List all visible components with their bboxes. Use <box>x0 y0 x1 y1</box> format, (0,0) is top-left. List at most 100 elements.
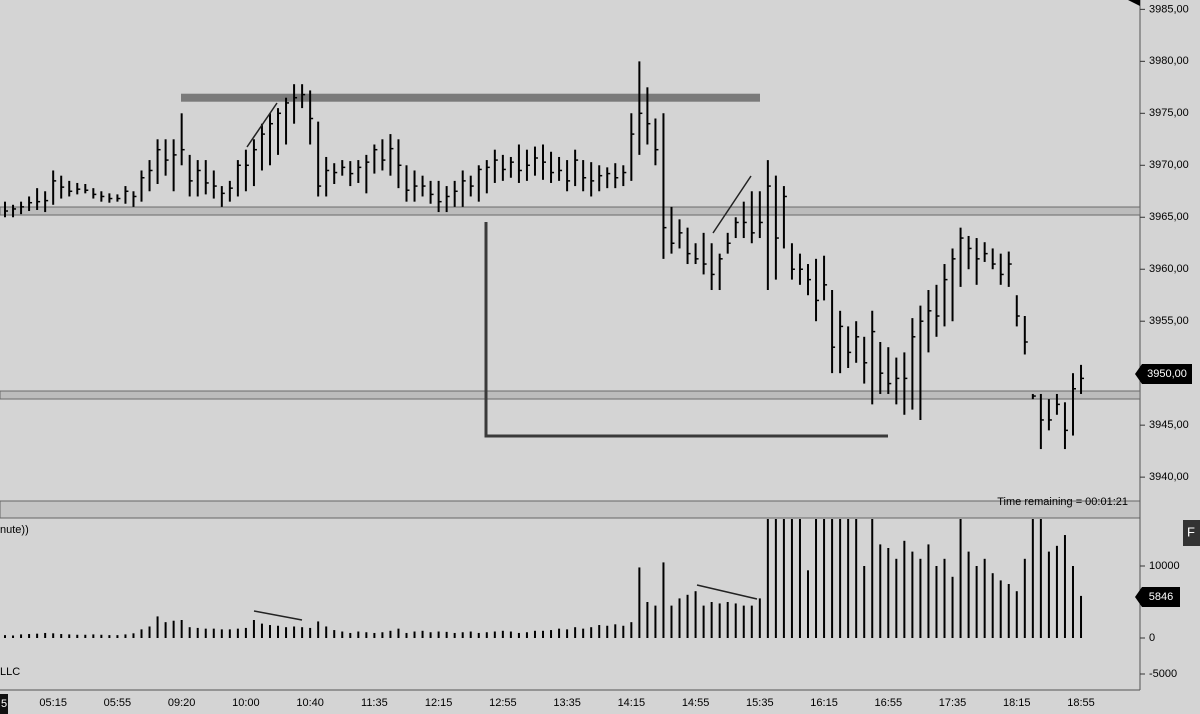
edge-time-box <box>0 694 8 714</box>
x-tick-label: 12:55 <box>489 697 517 709</box>
volume-bar <box>582 628 585 639</box>
volume-bar <box>718 603 721 639</box>
y-tick-label: 3975,00 <box>1149 107 1189 119</box>
volume-bar <box>879 544 882 639</box>
x-tick-label: 10:40 <box>296 697 324 709</box>
volume-bar <box>871 519 874 639</box>
volume-bar <box>670 605 673 639</box>
volume-bar <box>92 634 95 639</box>
volume-bar <box>533 630 536 639</box>
volume-bar <box>132 633 135 639</box>
volume-bar <box>301 627 304 639</box>
volume-bar <box>76 634 79 639</box>
volume-bar <box>999 580 1002 639</box>
volume-bar <box>28 634 31 639</box>
volume-bar <box>148 626 151 639</box>
volume-bar <box>84 634 87 639</box>
price-panel <box>0 61 1140 450</box>
volume-bar <box>1007 584 1010 639</box>
volume-bar <box>951 576 954 639</box>
volume-bar <box>389 630 392 639</box>
volume-bar <box>927 544 930 639</box>
panel-separator <box>0 500 1141 519</box>
volume-bar <box>1039 519 1042 639</box>
volume-bar <box>798 519 801 639</box>
volume-bar <box>1023 558 1026 639</box>
volume-bar <box>461 632 464 639</box>
volume-bar <box>710 602 713 639</box>
volume-bar <box>959 519 962 639</box>
volume-bar <box>413 631 416 639</box>
volume-bar <box>831 519 834 639</box>
volume-bar <box>277 625 280 639</box>
volume-bar <box>212 628 215 639</box>
volume-bar <box>742 605 745 639</box>
x-tick-label: 13:35 <box>553 697 581 709</box>
volume-bar <box>550 630 553 639</box>
volume-bar <box>790 519 793 639</box>
volume-bar <box>734 603 737 639</box>
volume-bar <box>357 631 360 639</box>
volume-bar <box>895 558 898 639</box>
volume-bar <box>437 631 440 639</box>
volume-bar <box>445 631 448 639</box>
footer-label: LLC <box>0 666 20 678</box>
volume-bar <box>638 567 641 639</box>
volume-bar <box>180 620 183 639</box>
volume-bar <box>694 591 697 639</box>
volume-y-tick-label: 0 <box>1149 632 1155 644</box>
volume-bar <box>630 622 633 639</box>
support-level <box>0 206 1140 216</box>
volume-bar <box>911 551 914 639</box>
volume-bar <box>501 630 504 639</box>
volume-bar <box>887 548 890 639</box>
volume-bar <box>1031 519 1034 639</box>
volume-bar <box>220 629 223 639</box>
x-tick-label: 14:15 <box>618 697 646 709</box>
trend-line <box>712 175 752 234</box>
volume-bar <box>397 628 400 639</box>
panel-button-label[interactable]: F <box>1187 524 1195 539</box>
y-tick-label: 3970,00 <box>1149 159 1189 171</box>
volume-bar <box>12 635 15 639</box>
volume-bar <box>774 519 777 639</box>
x-tick-label: 18:55 <box>1067 697 1095 709</box>
volume-bar <box>36 633 39 639</box>
volume-bar <box>509 631 512 639</box>
volume-panel <box>4 519 1083 639</box>
volume-bar <box>863 566 866 639</box>
volume-bar <box>124 634 127 639</box>
volume-bar <box>1047 551 1050 639</box>
volume-bar <box>309 627 312 639</box>
volume-bar <box>558 628 561 639</box>
volume-bar <box>782 519 785 639</box>
volume-bar <box>525 632 528 639</box>
volume-bar <box>421 630 424 639</box>
x-tick-label: 05:55 <box>104 697 132 709</box>
volume-bar <box>252 620 255 639</box>
volume-bar <box>116 635 119 639</box>
volume-bar <box>1063 535 1066 639</box>
volume-bar <box>1055 545 1058 639</box>
volume-bar <box>574 627 577 639</box>
y-tick-label: 3945,00 <box>1149 419 1189 431</box>
volume-bar <box>188 627 191 639</box>
volume-y-tick-label: 10000 <box>1149 560 1180 572</box>
volume-bar <box>20 634 23 639</box>
volume-bar <box>517 632 520 639</box>
volume-bar <box>823 519 826 639</box>
edge-time-label: 5 <box>1 698 7 710</box>
volume-trend-line <box>696 584 758 600</box>
volume-bar <box>140 629 143 639</box>
volume-bar <box>847 519 850 639</box>
volume-bar <box>606 625 609 639</box>
volume-bar <box>341 631 344 639</box>
x-tick-label: 05:15 <box>39 697 67 709</box>
panel-button[interactable] <box>1183 520 1200 546</box>
volume-bar <box>60 634 63 639</box>
volume-bar <box>108 635 111 639</box>
volume-bar <box>236 628 239 639</box>
volume-bar <box>268 625 271 639</box>
volume-bar <box>1071 566 1074 639</box>
volume-bar <box>726 602 729 639</box>
